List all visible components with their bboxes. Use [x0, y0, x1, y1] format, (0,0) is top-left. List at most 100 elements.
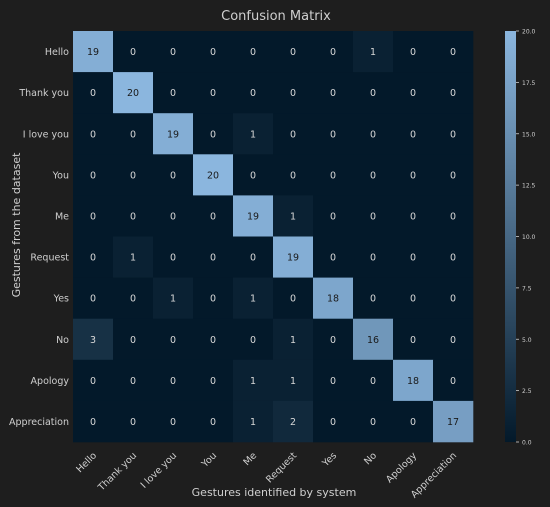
cell-value-label: 0: [450, 170, 456, 181]
heatmap-cell: [273, 236, 314, 278]
cell-value-label: 0: [450, 253, 456, 264]
cell-value-label: 0: [450, 376, 456, 387]
cell-value-label: 0: [130, 417, 136, 428]
cell-value-label: 0: [210, 335, 216, 346]
cell-value-label: 0: [250, 88, 256, 99]
heatmap-cell: [433, 236, 474, 278]
chart-title: Confusion Matrix: [221, 9, 331, 24]
cell-value-label: 3: [90, 335, 96, 346]
heatmap-cell: [233, 31, 274, 73]
cell-value-label: 0: [410, 211, 416, 222]
heatmap-cell: [313, 318, 354, 361]
heatmap-cell: [73, 113, 114, 155]
heatmap-cell: [153, 113, 194, 155]
colorbar-tick-label: 15.0: [522, 131, 536, 138]
cell-value-label: 0: [370, 129, 376, 140]
cell-value-label: 0: [410, 253, 416, 264]
cell-value-label: 0: [210, 47, 216, 58]
cell-value-label: 0: [170, 47, 176, 58]
heatmap-cell: [273, 72, 314, 114]
cell-value-label: 0: [370, 294, 376, 305]
heatmap-cell: [193, 359, 234, 402]
heatmap-cell: [153, 359, 194, 402]
heatmap-cell: [353, 359, 394, 402]
heatmap-cell: [73, 236, 114, 278]
heatmap-cell: [113, 195, 154, 237]
cell-value-label: 0: [330, 170, 336, 181]
cell-value-label: 0: [450, 47, 456, 58]
heatmap-cell: [433, 31, 474, 73]
heatmap-cell: [73, 195, 114, 237]
heatmap-cell: [393, 72, 434, 114]
heatmap-cell: [393, 400, 434, 443]
cell-value-label: 0: [410, 170, 416, 181]
y-tick-label: Me: [55, 211, 69, 222]
heatmap-cell: [73, 400, 114, 443]
heatmap-cell: [393, 236, 434, 278]
y-tick-label: Hello: [45, 47, 69, 58]
cell-value-label: 19: [247, 211, 259, 222]
cell-value-label: 0: [170, 417, 176, 428]
colorbar: [505, 31, 516, 442]
cell-value-label: 0: [130, 211, 136, 222]
y-tick-label: I love you: [23, 129, 69, 140]
heatmap-cell: [393, 195, 434, 237]
cell-value-label: 0: [130, 47, 136, 58]
heatmap-cell: [273, 195, 314, 237]
cell-value-label: 1: [290, 335, 296, 346]
cell-value-label: 0: [330, 88, 336, 99]
heatmap-cell: [273, 113, 314, 155]
heatmap-cell: [353, 72, 394, 114]
heatmap-cell: [153, 400, 194, 443]
heatmap-cell: [73, 154, 114, 196]
heatmap-cells: 19 0 0 0 0 0 0 1 0 00 20 0 0 0 0 0 0 0 00 0 19 0 1 0 0 0 0 00 0 0 20 0 0…: [73, 31, 474, 443]
heatmap-cell: [153, 236, 194, 278]
cell-value-label: 0: [410, 47, 416, 58]
cell-value-label: 0: [130, 335, 136, 346]
heatmap-cell: [273, 154, 314, 196]
cell-value-label: 1: [370, 47, 376, 58]
y-tick-label: Yes: [53, 294, 69, 305]
cell-value-label: 20: [207, 170, 219, 181]
cell-value-label: 0: [90, 211, 96, 222]
heatmap-cell: [113, 400, 154, 443]
cell-value-label: 0: [250, 335, 256, 346]
heatmap-cell: [233, 277, 274, 319]
heatmap-cell: [153, 195, 194, 237]
cell-value-label: 0: [370, 88, 376, 99]
cell-value-label: 0: [410, 294, 416, 305]
cell-value-label: 0: [210, 376, 216, 387]
heatmap-cell: [153, 31, 194, 73]
heatmap-cell: [193, 31, 234, 73]
cell-value-label: 0: [370, 211, 376, 222]
heatmap-cell: [233, 318, 274, 361]
cell-value-label: 0: [170, 211, 176, 222]
colorbar-tick-label: 17.5: [522, 80, 536, 87]
heatmap-cell: [313, 400, 354, 443]
heatmap-cell: [353, 277, 394, 319]
heatmap-cell: [353, 154, 394, 196]
cell-value-label: 0: [170, 253, 176, 264]
cell-value-label: 1: [170, 294, 176, 305]
heatmap-cell: [113, 72, 154, 114]
cell-value-label: 0: [370, 376, 376, 387]
heatmap-cell: [193, 72, 234, 114]
heatmap-cell: [433, 318, 474, 361]
colorbar-tick-label: 2.5: [522, 388, 532, 395]
heatmap-cell: [233, 72, 274, 114]
cell-value-label: 1: [250, 129, 256, 140]
heatmap-cell: [393, 113, 434, 155]
cell-value-label: 0: [90, 253, 96, 264]
y-tick-label: Request: [30, 253, 69, 264]
cell-value-label: 0: [330, 211, 336, 222]
cell-value-label: 0: [330, 129, 336, 140]
heatmap-cell: [73, 277, 114, 319]
cell-value-label: 1: [250, 417, 256, 428]
cell-value-label: 0: [370, 170, 376, 181]
y-tick-labels: Hello Thank you I love you You Me Request Yes N…: [9, 47, 69, 428]
heatmap-cell: [113, 113, 154, 155]
heatmap-cell: [73, 31, 114, 73]
heatmap-cell: [353, 236, 394, 278]
y-tick-label: Thank you: [18, 88, 69, 99]
heatmap-cell: [233, 113, 274, 155]
